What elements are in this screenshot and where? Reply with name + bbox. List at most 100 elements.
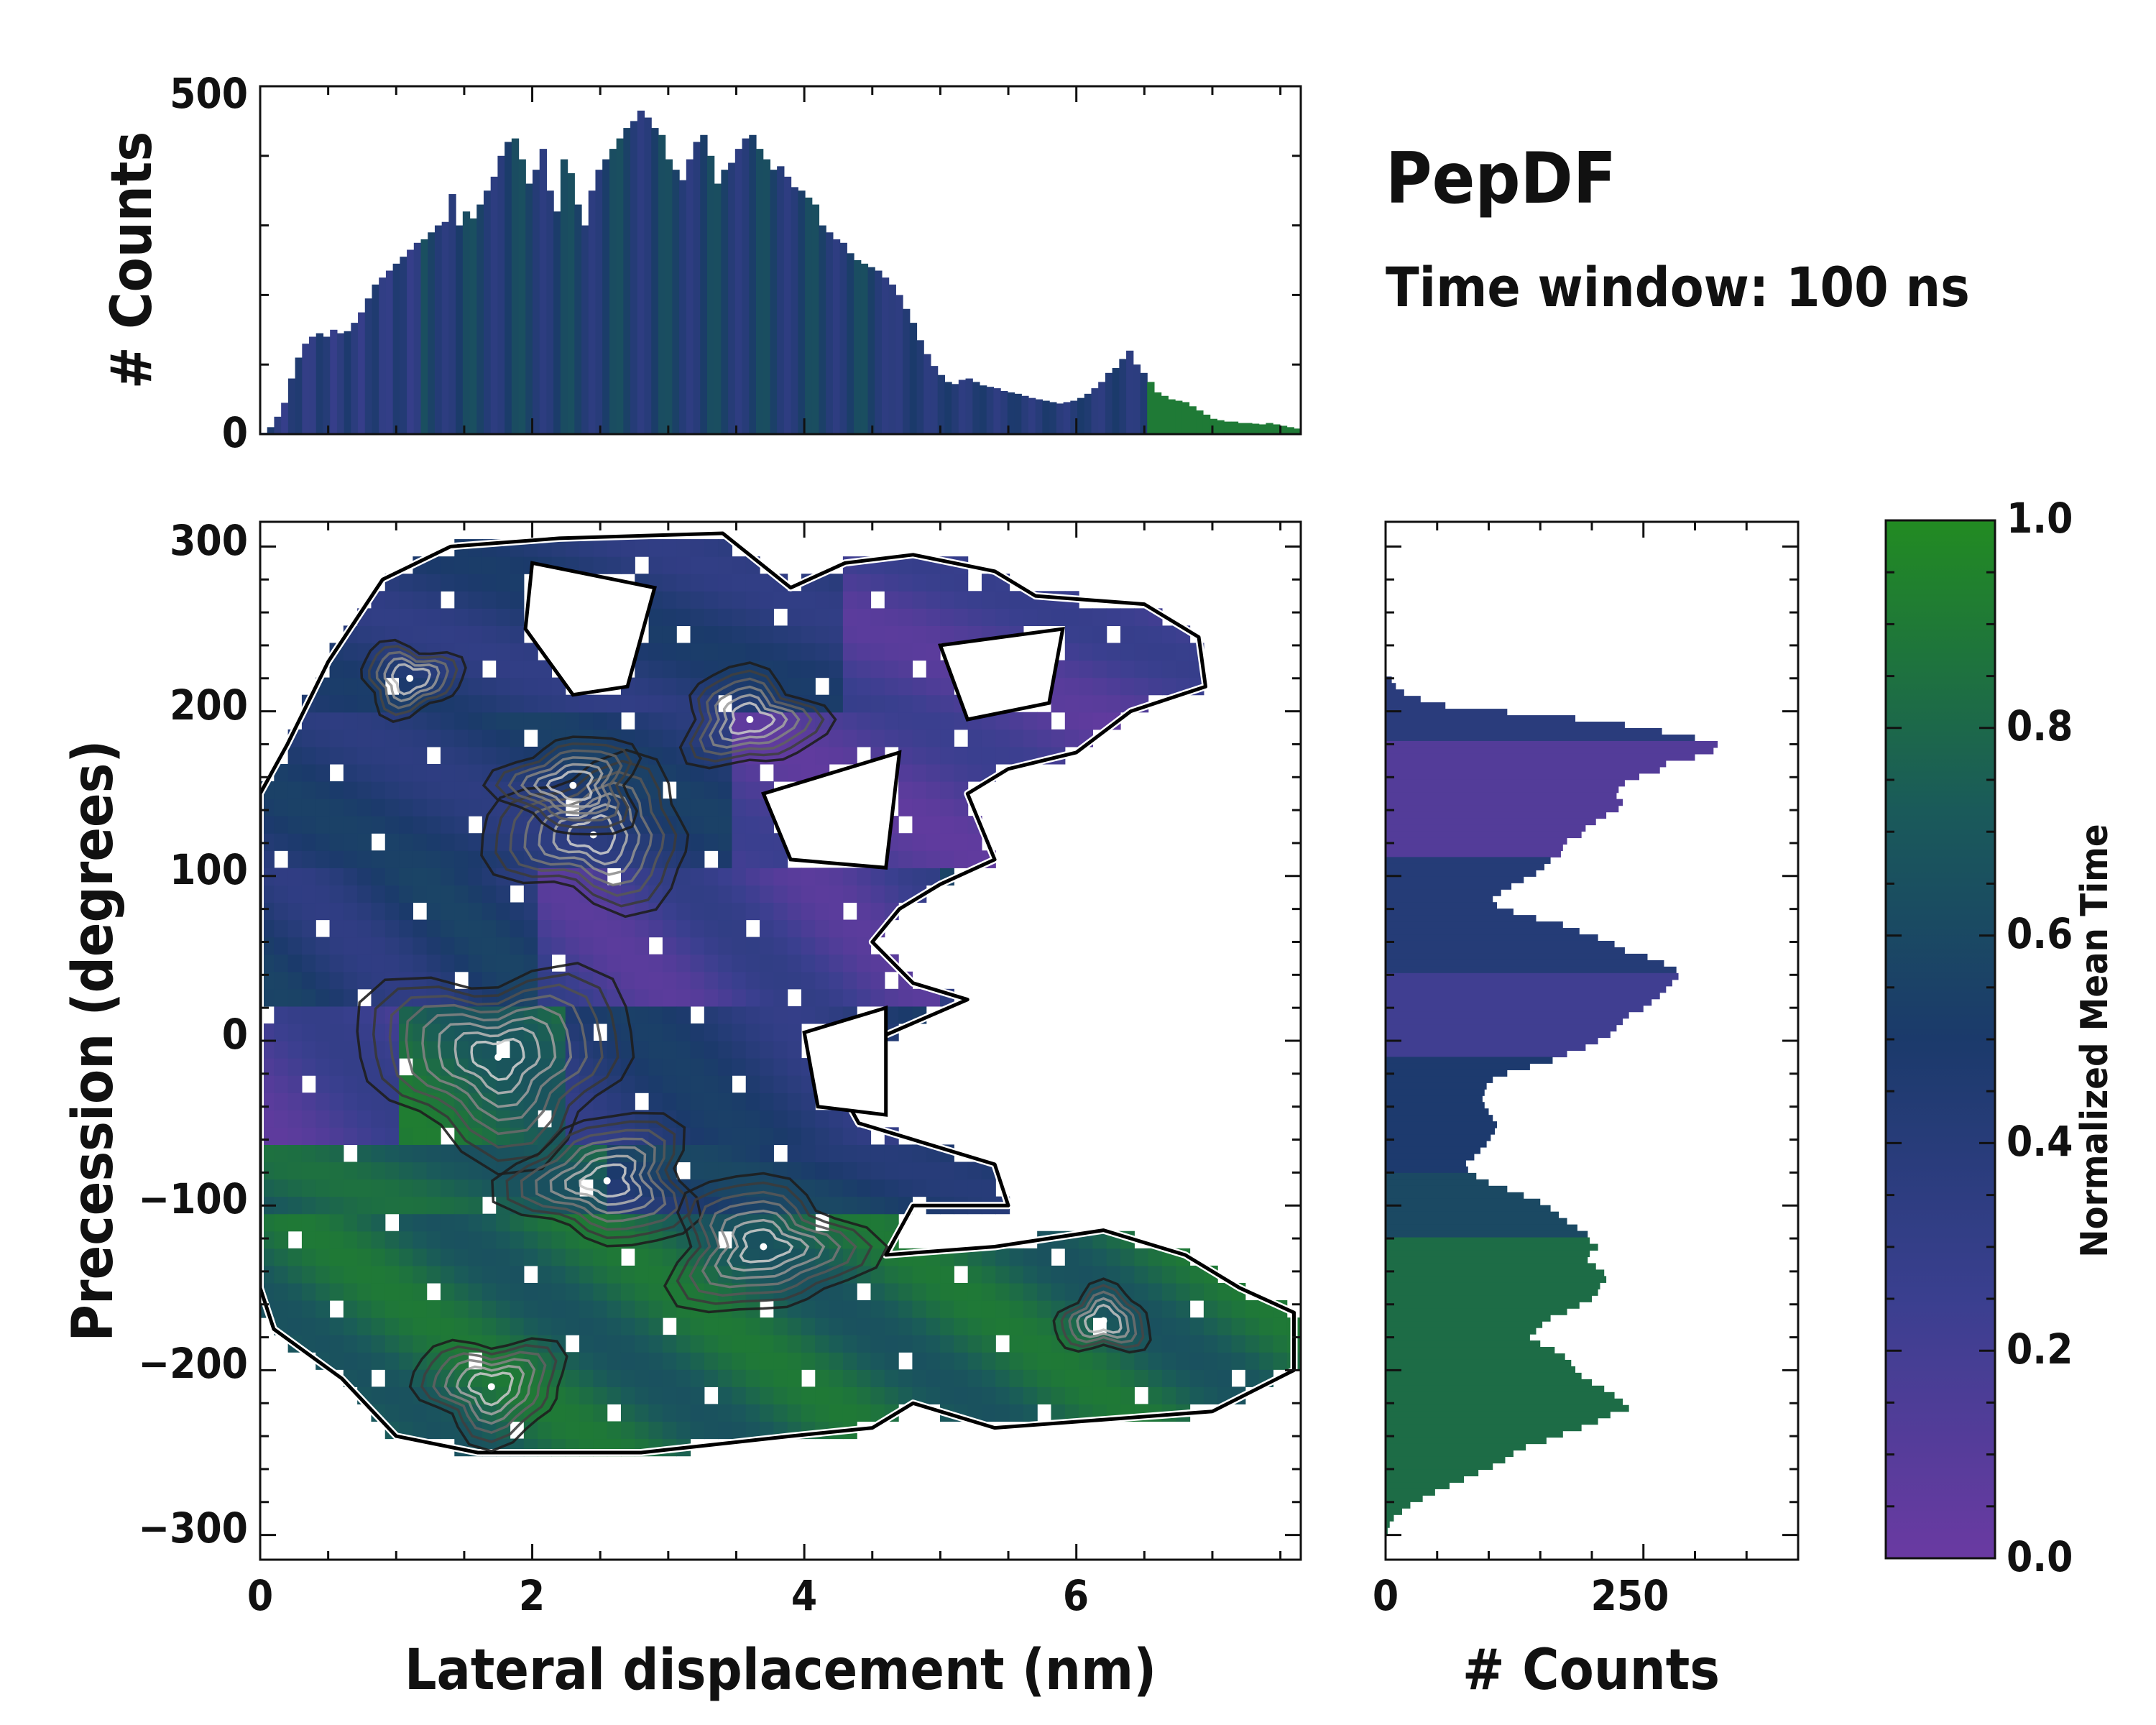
heatmap-cell bbox=[482, 1300, 497, 1318]
heatmap-cell bbox=[967, 1282, 982, 1301]
right-hist-bar bbox=[1386, 702, 1446, 709]
heatmap-cell bbox=[1064, 1404, 1079, 1422]
density-contour bbox=[564, 1154, 643, 1206]
heatmap-cell bbox=[842, 1162, 857, 1180]
heatmap-cell bbox=[857, 919, 872, 938]
heatmap-cell bbox=[648, 1023, 663, 1041]
top-hist-bar bbox=[372, 284, 379, 434]
heatmap-cell bbox=[1064, 677, 1079, 696]
heatmap-cell bbox=[718, 1317, 733, 1335]
right-hist-bar bbox=[1386, 985, 1667, 993]
top-hist-bar bbox=[993, 388, 1001, 434]
heatmap-cell bbox=[343, 1196, 358, 1215]
heatmap-cell bbox=[593, 1386, 608, 1404]
heatmap-cell bbox=[607, 1230, 622, 1249]
heatmap-cell bbox=[551, 937, 566, 955]
heatmap-cell bbox=[315, 1058, 331, 1076]
density-contour bbox=[533, 763, 604, 808]
heatmap-cell bbox=[690, 850, 705, 868]
heatmap-cell bbox=[371, 1282, 386, 1301]
heatmap-cell bbox=[732, 799, 747, 816]
right-hist-bar bbox=[1386, 1295, 1592, 1302]
heatmap-cell bbox=[399, 1127, 413, 1145]
heatmap-cell bbox=[884, 1300, 899, 1318]
heatmap-cell bbox=[1203, 1386, 1218, 1404]
heatmap-cell bbox=[815, 1006, 830, 1024]
heatmap-cell bbox=[857, 694, 872, 713]
top-hist-bar bbox=[428, 232, 436, 434]
top-hist-bar bbox=[1175, 400, 1183, 434]
heatmap-cell bbox=[607, 539, 622, 557]
heatmap-cell bbox=[315, 799, 331, 816]
heatmap-cell bbox=[912, 763, 927, 782]
heatmap-cell bbox=[912, 591, 927, 609]
heatmap-cell bbox=[315, 988, 331, 1007]
heatmap-cell bbox=[551, 1282, 566, 1301]
heatmap-cell bbox=[454, 816, 469, 834]
heatmap-cell bbox=[635, 1300, 650, 1318]
heatmap-cell bbox=[801, 608, 816, 626]
heatmap-cell bbox=[718, 643, 733, 661]
heatmap-cell bbox=[884, 1352, 899, 1370]
heatmap-cell bbox=[482, 1265, 497, 1284]
heatmap-cell bbox=[551, 729, 566, 748]
heatmap-cell bbox=[440, 833, 455, 851]
heatmap-cell bbox=[1092, 677, 1107, 696]
top-hist-bar bbox=[937, 374, 945, 434]
heatmap-cell bbox=[399, 833, 413, 851]
heatmap-cell bbox=[371, 1230, 386, 1249]
heatmap-cell bbox=[690, 1369, 705, 1387]
heatmap-cell bbox=[329, 885, 344, 903]
heatmap-cell bbox=[371, 816, 386, 834]
heatmap-cell bbox=[399, 1196, 413, 1215]
heatmap-cell bbox=[690, 919, 705, 938]
heatmap-cell bbox=[1009, 1369, 1024, 1387]
heatmap-cell bbox=[274, 1162, 289, 1180]
heatmap-cell bbox=[912, 677, 927, 696]
heatmap-cell bbox=[301, 937, 316, 955]
heatmap-cell bbox=[523, 660, 538, 678]
heatmap-cell bbox=[1009, 608, 1024, 626]
heatmap-cell bbox=[801, 660, 816, 678]
heatmap-cell bbox=[690, 988, 705, 1007]
heatmap-cell bbox=[496, 1230, 511, 1249]
heatmap-cell bbox=[995, 1404, 1010, 1422]
heatmap-cell bbox=[1023, 1404, 1038, 1422]
top-hist-bar bbox=[854, 260, 862, 434]
heatmap-cell bbox=[718, 591, 733, 609]
heatmap-cell bbox=[940, 591, 954, 609]
heatmap-cell bbox=[538, 1282, 553, 1301]
heatmap-cell bbox=[468, 919, 483, 938]
heatmap-cell bbox=[884, 574, 899, 592]
top-hist-bar bbox=[1217, 420, 1225, 434]
heatmap-cell bbox=[315, 833, 331, 851]
heatmap-cell bbox=[384, 608, 400, 626]
heatmap-cell bbox=[690, 816, 705, 834]
heatmap-cell bbox=[898, 746, 913, 765]
heatmap-cell bbox=[329, 1317, 344, 1335]
heatmap-cell bbox=[399, 868, 413, 886]
heatmap-cell bbox=[454, 1282, 469, 1301]
heatmap-cell bbox=[745, 1023, 760, 1041]
heatmap-cell bbox=[718, 574, 733, 592]
heatmap-cell bbox=[426, 833, 441, 851]
heatmap-cell bbox=[940, 1335, 954, 1353]
right-hist-bar bbox=[1386, 928, 1580, 935]
heatmap-cell bbox=[329, 971, 344, 990]
heatmap-cell bbox=[773, 643, 788, 661]
heatmap-cell bbox=[648, 1369, 663, 1387]
right-hist-bar bbox=[1386, 1353, 1565, 1361]
right-hist-bar bbox=[1386, 1185, 1508, 1193]
heatmap-cell bbox=[607, 1248, 622, 1266]
heatmap-cell bbox=[648, 677, 663, 696]
heatmap-cell bbox=[329, 1075, 344, 1093]
heatmap-cell bbox=[954, 746, 969, 765]
heatmap-cell bbox=[357, 1023, 372, 1041]
heatmap-cell bbox=[399, 763, 413, 782]
heatmap-cell bbox=[648, 971, 663, 990]
top-hist-bar bbox=[1070, 400, 1078, 434]
heatmap-cell bbox=[745, 1335, 760, 1353]
heatmap-cell bbox=[662, 1230, 677, 1249]
heatmap-cell bbox=[926, 1386, 941, 1404]
heatmap-cell bbox=[967, 833, 982, 851]
